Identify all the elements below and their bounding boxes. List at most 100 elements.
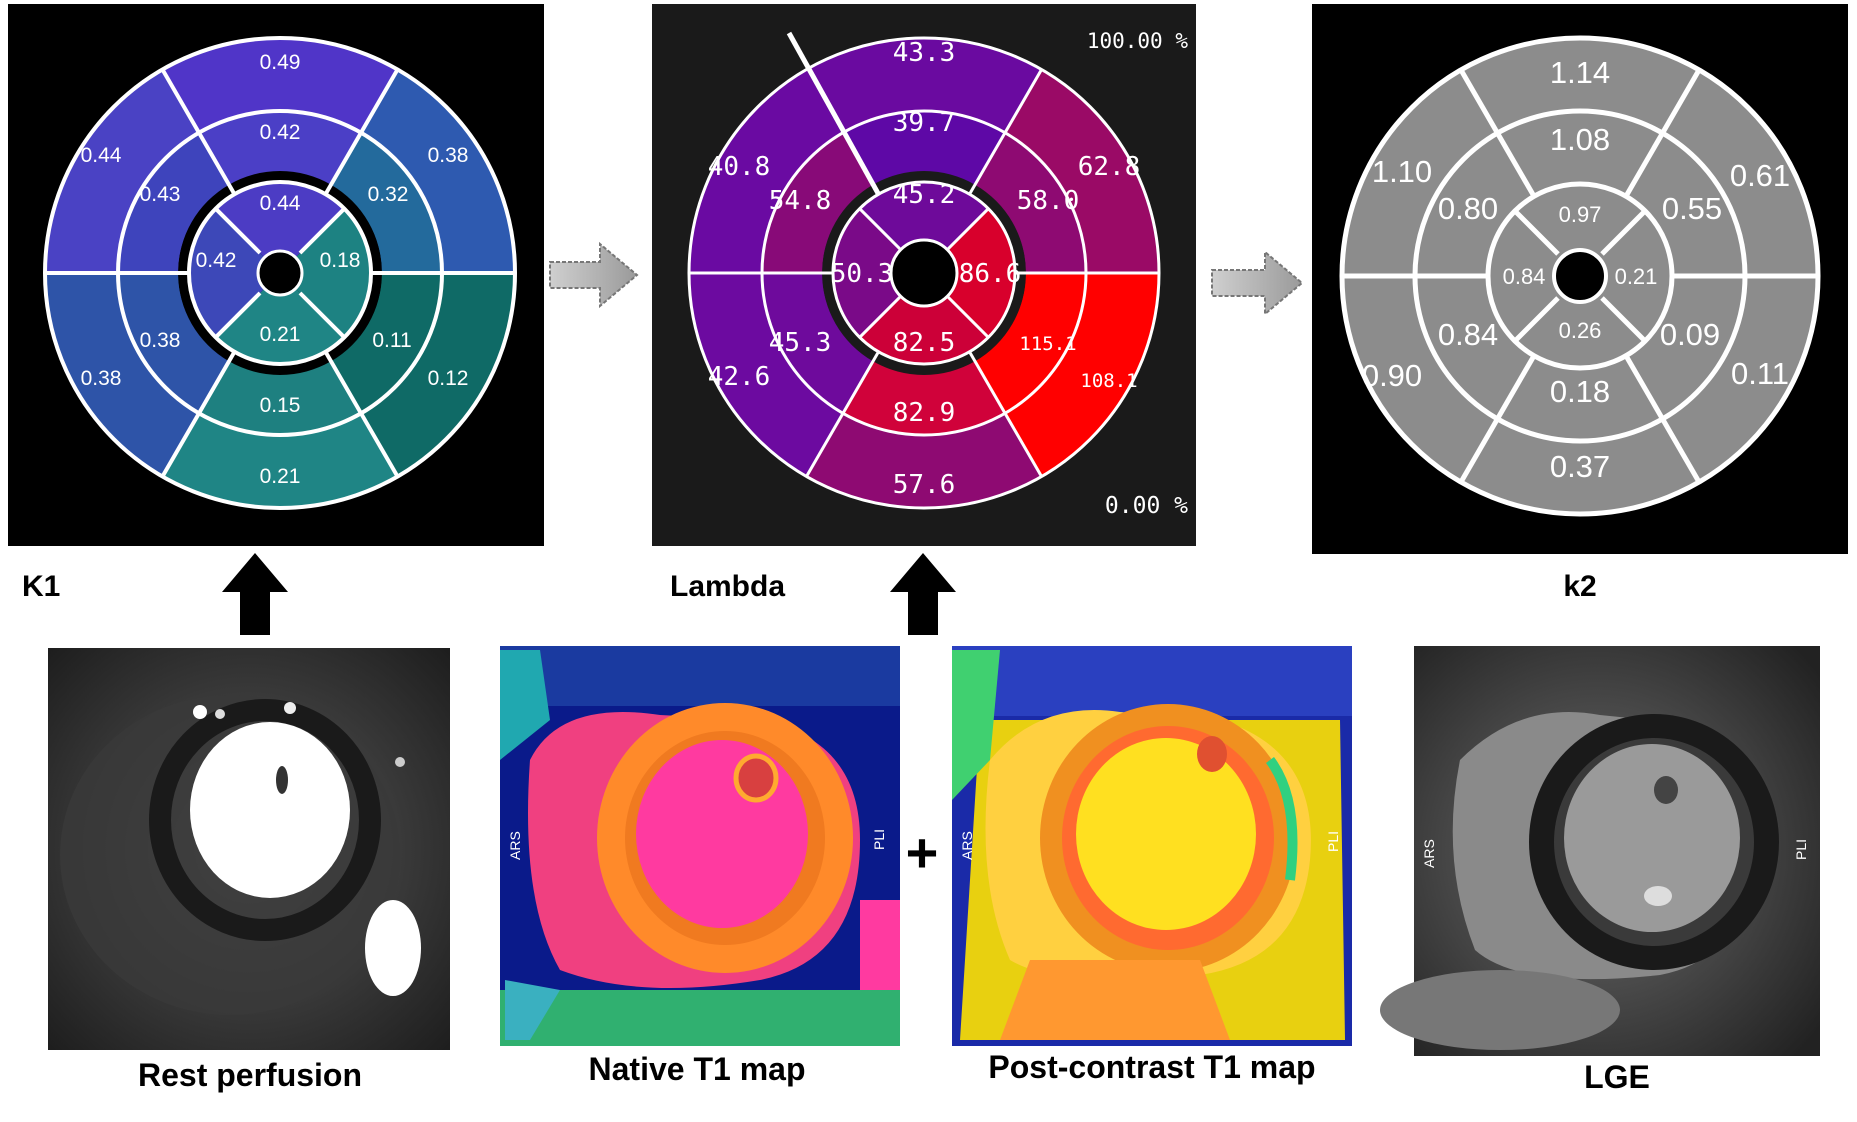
k1-label: 0.38 <box>81 367 122 390</box>
lambda-segment-apical-septal <box>833 208 924 338</box>
lambda-segment-apical-anterior <box>859 182 989 273</box>
rest-perfusion-caption: Rest perfusion <box>138 1057 362 1093</box>
k1-label: 0.38 <box>428 144 469 167</box>
k2-center-hole <box>1552 248 1608 304</box>
lambda-segment-mid-inferolateral <box>975 273 1086 414</box>
k2-bullseye: 1.14 1.08 1.10 0.80 0.61 0.55 0.84 0.09 … <box>1339 35 1821 517</box>
post-contrast-t1-caption: Post-contrast T1 map <box>988 1049 1315 1085</box>
plus-sign: + <box>906 821 939 884</box>
lambda-label: 39.7 <box>893 108 956 138</box>
lambda-label: 40.8 <box>708 152 771 182</box>
lambda-label: 54.8 <box>769 186 832 216</box>
k2-label: 0.55 <box>1662 191 1722 226</box>
k1-segment-apical-inferior <box>215 273 345 364</box>
lambda-label: 43.3 <box>893 38 956 68</box>
k1-segment-apical-lateral <box>280 208 371 338</box>
k1-label: 0.44 <box>81 144 122 167</box>
k1-segment-mid-anterior <box>199 110 361 185</box>
k2-label: 0.80 <box>1438 191 1498 226</box>
k2-bullseye-panel: 1.14 1.08 1.10 0.80 0.61 0.55 0.84 0.09 … <box>1312 4 1848 603</box>
lambda-label: 45.3 <box>769 328 832 358</box>
k2-label: 0.61 <box>1730 158 1790 193</box>
k1-label: 0.42 <box>196 249 237 272</box>
lambda-label: 108.1 <box>1080 370 1137 392</box>
arrow-up-t1-to-lambda <box>890 553 956 635</box>
k1-label: 0.44 <box>260 192 301 215</box>
lambda-segment-mid-anterior <box>843 110 1005 185</box>
lge-caption: LGE <box>1584 1059 1650 1095</box>
k2-label: 1.08 <box>1550 122 1610 157</box>
native-t1-marker-right: PLI <box>871 829 887 850</box>
lambda-label: 115.1 <box>1019 333 1076 355</box>
k2-label: 0.11 <box>1731 356 1789 391</box>
k1-label: 0.38 <box>140 329 181 352</box>
k1-segment-mid-anteroseptal <box>118 132 229 273</box>
k1-label: 0.43 <box>140 183 181 206</box>
k2-label: 0.09 <box>1660 317 1720 352</box>
k1-bullseye: 0.49 0.42 0.44 0.44 0.43 0.38 0.32 0.42 … <box>43 36 517 510</box>
k2-label: 0.37 <box>1550 449 1610 484</box>
lge-marker-right: PLI <box>1793 839 1809 860</box>
k1-segment-apical-anterior <box>215 182 345 273</box>
k2-label: 0.21 <box>1615 264 1658 289</box>
k1-center-hole <box>256 249 304 297</box>
lambda-label: 50.3 <box>831 259 894 289</box>
arrow-up-rest-to-k1 <box>222 553 288 635</box>
lambda-label: 58.0 <box>1017 186 1080 216</box>
k1-label: 0.18 <box>320 249 361 272</box>
post-contrast-t1-map-image: ARS PLI <box>952 646 1352 1046</box>
rest-perfusion-image <box>48 648 450 1050</box>
k2-label: 0.84 <box>1503 264 1546 289</box>
lambda-scale-max: 100.00 % <box>1087 29 1189 53</box>
lambda-scale-min: 0.00 % <box>1105 493 1188 519</box>
k1-bullseye-panel: 0.49 0.42 0.44 0.44 0.43 0.38 0.32 0.42 … <box>8 4 544 603</box>
lambda-pointer-line <box>786 31 881 196</box>
k1-label: 0.32 <box>368 183 409 206</box>
arrow-lambda-to-k2 <box>1211 249 1304 317</box>
post-t1-marker-right: PLI <box>1325 831 1341 852</box>
lambda-center-hole <box>889 238 959 308</box>
lambda-segment-mid-inferior <box>843 361 1005 436</box>
native-t1-map-image: ARS PLI <box>500 646 900 1046</box>
post-t1-marker-left: ARS <box>959 831 975 860</box>
k1-title: K1 <box>22 570 60 603</box>
k2-label: 0.84 <box>1438 317 1498 352</box>
k1-label: 0.21 <box>260 465 301 488</box>
lambda-label: 42.6 <box>708 362 771 392</box>
k1-segment-mid-inferoseptal <box>118 273 229 414</box>
lambda-segment-mid-anteroseptal <box>762 132 873 273</box>
k1-label: 0.21 <box>260 323 301 346</box>
lge-image: ARS PLI <box>1380 646 1820 1056</box>
k1-label: 0.42 <box>260 121 301 144</box>
k2-label: 1.10 <box>1372 154 1432 189</box>
k1-label: 0.11 <box>372 329 411 352</box>
k2-label: 0.18 <box>1550 374 1610 409</box>
lambda-label: 62.8 <box>1078 152 1141 182</box>
k1-label: 0.15 <box>260 394 301 417</box>
lambda-label: 82.9 <box>893 398 956 428</box>
k1-segment-mid-anterolateral <box>331 132 442 273</box>
lambda-segment-apical-lateral <box>924 208 1015 338</box>
k1-segment-mid-inferolateral <box>331 273 442 414</box>
k1-label: 0.49 <box>260 51 301 74</box>
lambda-label: 82.5 <box>893 328 956 358</box>
lambda-bullseye-panel: 43.3 39.7 45.2 40.8 54.8 50.3 62.8 58.0 … <box>652 4 1196 603</box>
k1-label: 0.12 <box>428 367 469 390</box>
lambda-segment-apical-inferior <box>859 273 989 364</box>
lambda-label: 86.6 <box>959 259 1022 289</box>
lambda-label: 57.6 <box>893 470 956 500</box>
k2-label: 0.90 <box>1362 358 1422 393</box>
k2-label: 1.14 <box>1550 55 1610 90</box>
native-t1-caption: Native T1 map <box>589 1051 806 1087</box>
lambda-segment-mid-inferoseptal <box>762 273 873 414</box>
arrow-k1-to-lambda <box>549 241 639 309</box>
k1-segment-apical-septal <box>189 208 280 338</box>
lambda-label: 45.2 <box>893 180 956 210</box>
lge-marker-left: ARS <box>1421 839 1437 868</box>
lambda-title: Lambda <box>670 570 785 603</box>
k2-label: 0.97 <box>1559 202 1602 227</box>
k2-title: k2 <box>1563 570 1596 603</box>
lambda-segment-mid-anterolateral <box>975 132 1086 273</box>
lambda-bullseye: 43.3 39.7 45.2 40.8 54.8 50.3 62.8 58.0 … <box>687 31 1161 510</box>
